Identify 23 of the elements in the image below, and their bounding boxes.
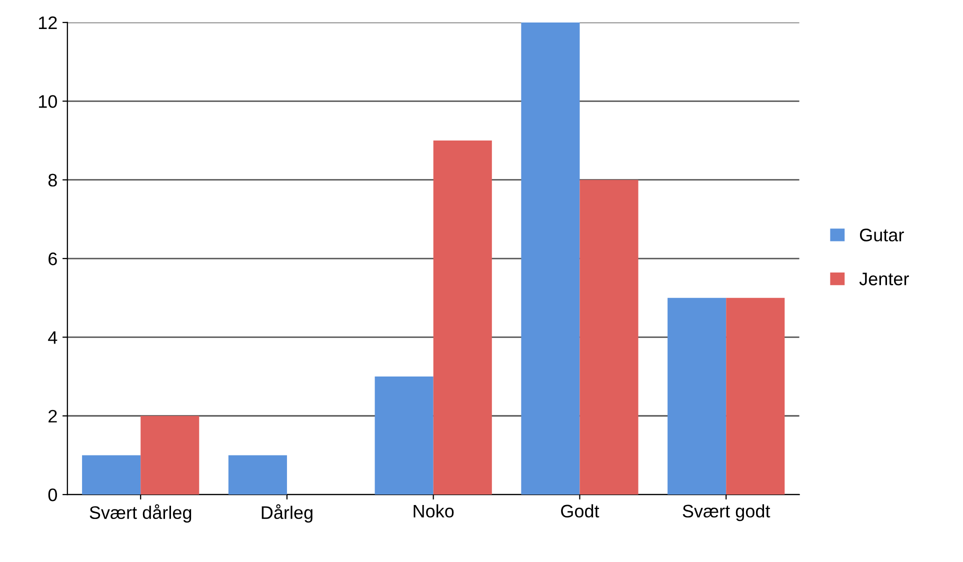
bar — [228, 455, 287, 495]
bar — [140, 416, 200, 495]
x-tick-label: Svært godt — [682, 504, 770, 522]
bar — [726, 298, 785, 495]
y-tick-label: 8 — [48, 174, 57, 187]
x-tick-label: Dårleg — [262, 504, 312, 523]
y-tick-label: 0 — [48, 488, 57, 502]
x-tick-label: Noko — [414, 504, 454, 518]
bar — [374, 376, 434, 495]
x-tick-label: Svært dårleg — [90, 504, 192, 523]
y-tick-label: 6 — [48, 252, 57, 266]
bar — [82, 455, 141, 495]
bar — [580, 180, 638, 495]
bar — [521, 22, 580, 495]
bar — [668, 298, 726, 495]
y-tick-label: 12 — [38, 16, 57, 30]
y-tick-label: 10 — [38, 95, 57, 108]
bar — [433, 140, 492, 495]
legend-label: Jenter — [859, 272, 909, 286]
y-tick-label: 4 — [48, 331, 58, 344]
x-tick-label: Godt — [561, 504, 600, 518]
legend-label: Gutar — [860, 228, 904, 242]
y-tick-label: 2 — [48, 410, 57, 422]
